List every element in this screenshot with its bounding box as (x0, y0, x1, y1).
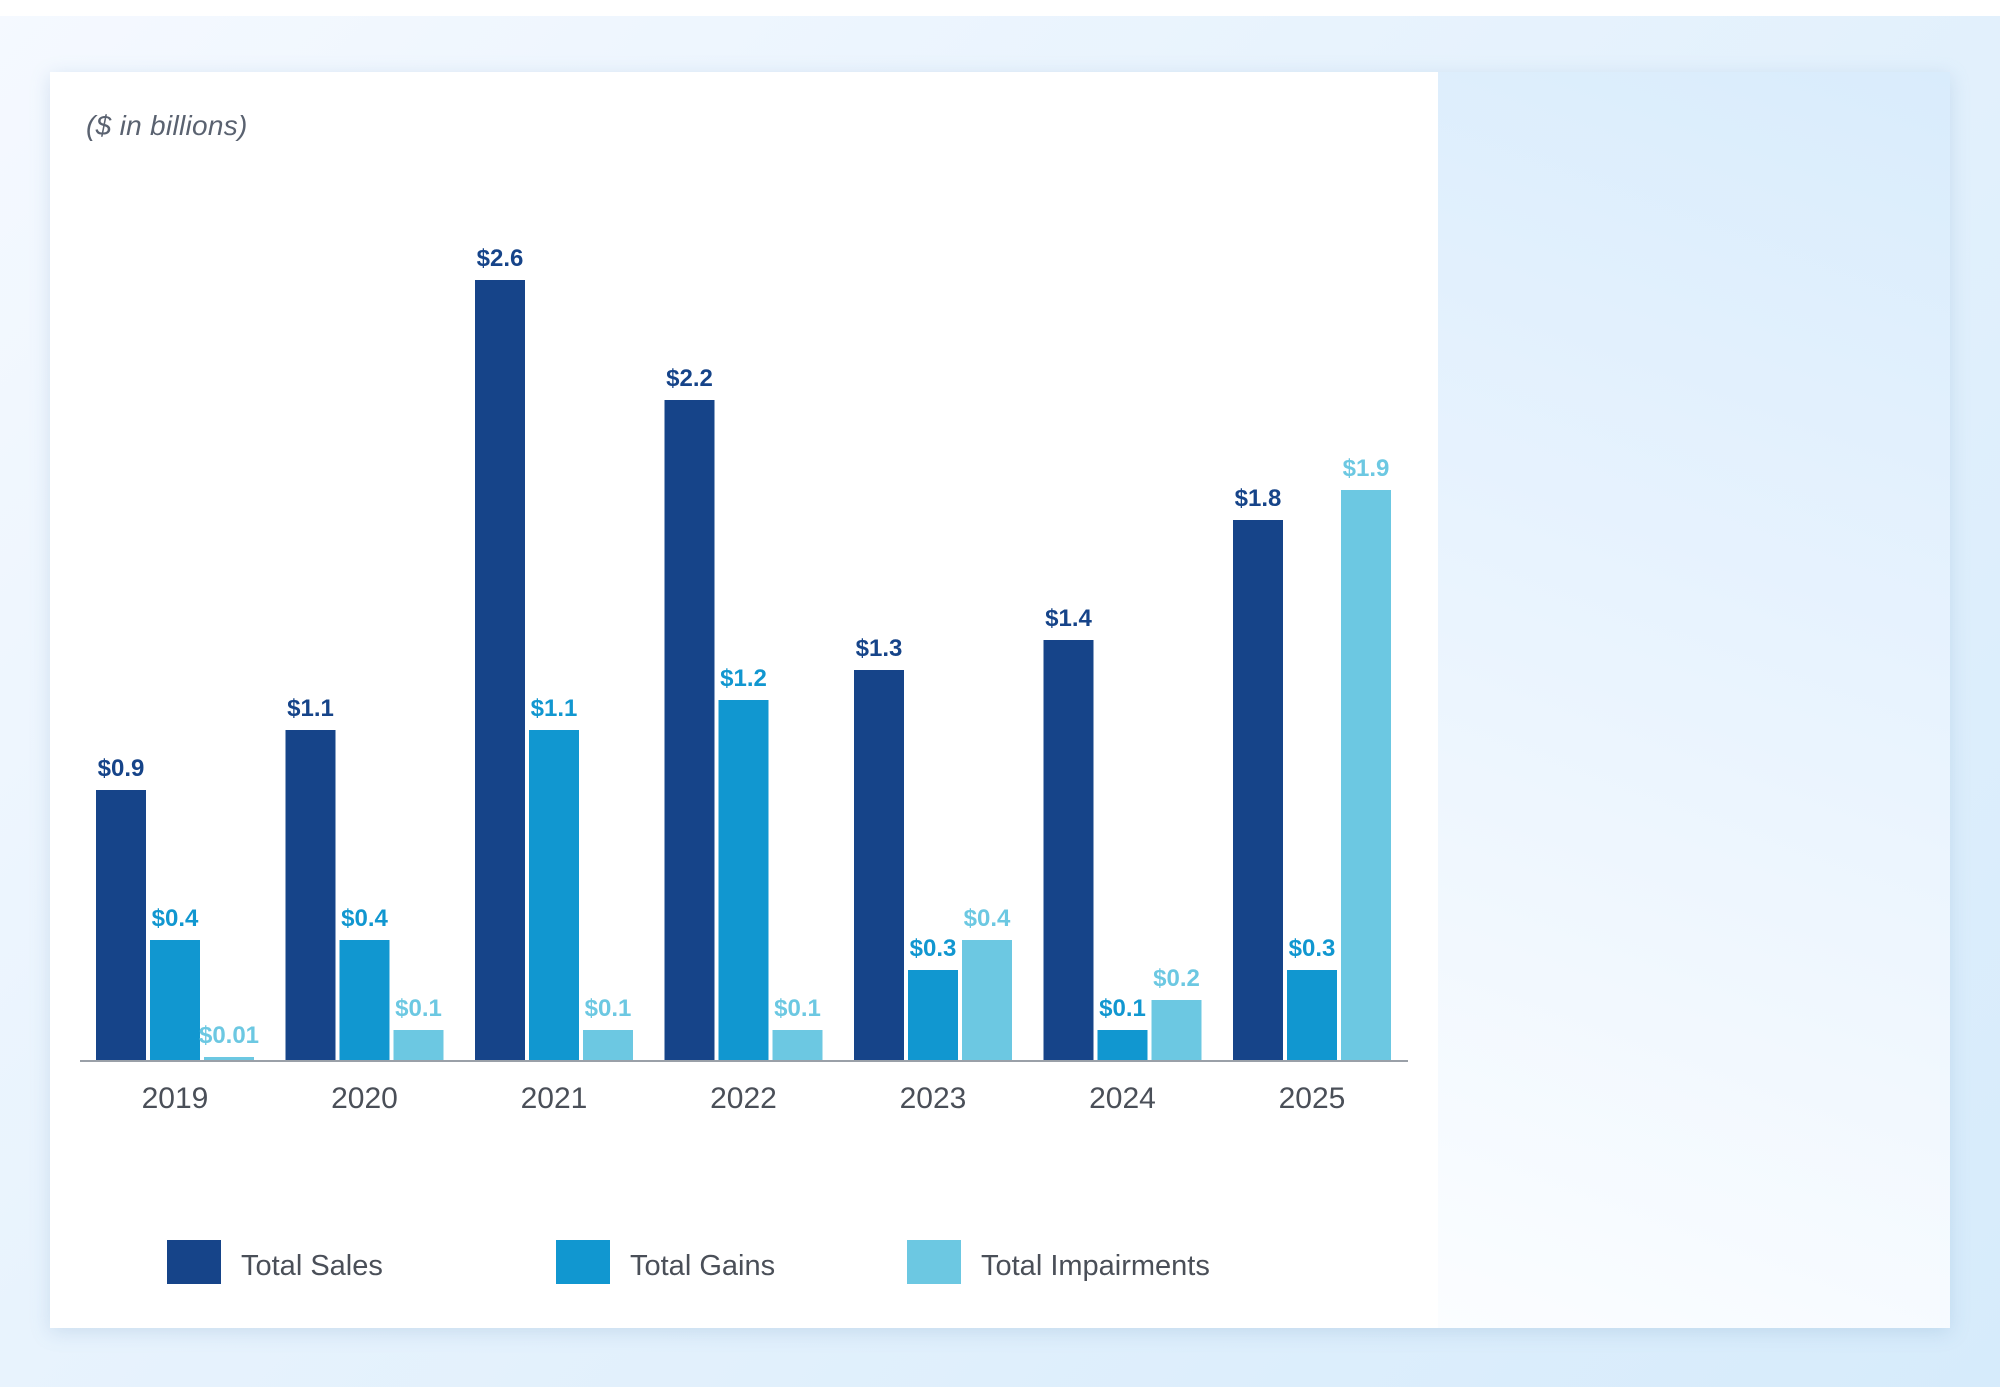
bar-total-gains-2021 (529, 730, 579, 1060)
value-label-total-gains-2020: $0.4 (341, 905, 388, 932)
bar-total-sales-2019 (96, 790, 146, 1060)
bar-total-impairments-2023 (962, 940, 1012, 1060)
bar-total-impairments-2024 (1151, 1000, 1202, 1060)
value-label-total-gains-2022: $1.2 (720, 665, 767, 692)
x-tick-label-2025: 2025 (1279, 1082, 1346, 1115)
x-tick-label-2019: 2019 (142, 1082, 209, 1115)
value-label-total-sales-2024: $1.4 (1045, 605, 1092, 632)
legend-item-total-impairments: Total Impairments (907, 1240, 1210, 1284)
x-tick-label-2021: 2021 (521, 1082, 588, 1115)
value-label-total-gains-2025: $0.3 (1289, 935, 1336, 962)
bar-total-impairments-2025 (1341, 490, 1391, 1060)
bar-total-impairments-2021 (583, 1030, 633, 1060)
units-note: ($ in billions) (86, 110, 248, 141)
bar-total-gains-2025 (1287, 970, 1337, 1060)
value-label-total-gains-2019: $0.4 (152, 905, 199, 932)
bar-total-gains-2020 (339, 940, 390, 1060)
legend-swatch-total-gains (556, 1240, 610, 1284)
legend-label-total-sales: Total Sales (241, 1249, 383, 1282)
value-label-total-sales-2025: $1.8 (1235, 485, 1282, 512)
value-label-total-impairments-2025: $1.9 (1343, 455, 1390, 482)
bar-total-sales-2020 (285, 730, 336, 1060)
bar-total-gains-2024 (1097, 1030, 1148, 1060)
x-tick-label-2023: 2023 (900, 1082, 967, 1115)
value-label-total-impairments-2024: $0.2 (1153, 965, 1200, 992)
value-label-total-impairments-2023: $0.4 (964, 905, 1011, 932)
side-panel (1438, 72, 1950, 1328)
value-label-total-gains-2024: $0.1 (1099, 995, 1146, 1022)
value-label-total-impairments-2021: $0.1 (585, 995, 632, 1022)
legend-item-total-sales: Total Sales (167, 1240, 383, 1284)
x-tick-label-2024: 2024 (1089, 1082, 1156, 1115)
value-label-total-impairments-2020: $0.1 (395, 995, 442, 1022)
value-label-total-gains-2021: $1.1 (531, 695, 578, 722)
bar-total-gains-2019 (150, 940, 200, 1060)
legend: Total Sales Total Gains Total Impairment… (50, 1240, 1438, 1300)
top-strip (0, 0, 2000, 16)
bar-total-impairments-2019 (204, 1057, 254, 1060)
bar-total-sales-2025 (1233, 520, 1283, 1060)
legend-swatch-total-impairments (907, 1240, 961, 1284)
bar-total-sales-2023 (854, 670, 904, 1060)
value-label-total-sales-2019: $0.9 (98, 755, 145, 782)
value-label-total-sales-2022: $2.2 (666, 365, 713, 392)
bar-total-sales-2024 (1043, 640, 1094, 1060)
bar-chart: $0.9 $0.4 $0.01 2019 $1.1 $0.4 $0.1 2020 $2.6 $1.… (80, 245, 1408, 1115)
value-label-total-impairments-2019: $0.01 (199, 1022, 259, 1049)
x-tick-label-2022: 2022 (710, 1082, 777, 1115)
legend-item-total-gains: Total Gains (556, 1240, 775, 1284)
value-label-total-sales-2020: $1.1 (287, 695, 334, 722)
bar-total-sales-2021 (475, 280, 525, 1060)
value-label-total-sales-2023: $1.3 (856, 635, 903, 662)
value-label-total-gains-2023: $0.3 (910, 935, 957, 962)
bar-total-impairments-2020 (393, 1030, 444, 1060)
value-label-total-sales-2021: $2.6 (477, 245, 524, 272)
bar-total-sales-2022 (664, 400, 715, 1060)
value-label-total-impairments-2022: $0.1 (774, 995, 821, 1022)
bar-total-gains-2022 (718, 700, 769, 1060)
legend-label-total-impairments: Total Impairments (981, 1249, 1210, 1282)
bar-total-impairments-2022 (772, 1030, 823, 1060)
legend-swatch-total-sales (167, 1240, 221, 1284)
bar-total-gains-2023 (908, 970, 958, 1060)
chart-card: ($ in billions) $0.9 $0.4 $0.01 2019 $1.1 $0.… (50, 72, 1950, 1328)
x-tick-label-2020: 2020 (331, 1082, 398, 1115)
legend-label-total-gains: Total Gains (630, 1249, 776, 1282)
